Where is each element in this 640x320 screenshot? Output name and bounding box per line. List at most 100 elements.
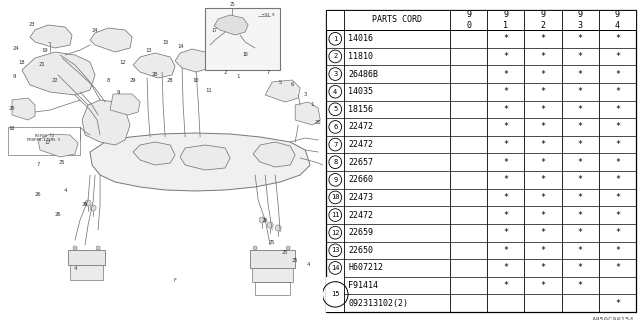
Text: *: * — [503, 87, 508, 96]
Text: 18: 18 — [243, 52, 248, 58]
Text: 1: 1 — [310, 102, 314, 108]
Polygon shape — [90, 133, 310, 191]
Text: *: * — [503, 52, 508, 61]
Polygon shape — [68, 250, 105, 265]
Text: *: * — [578, 211, 582, 220]
Text: 21: 21 — [39, 62, 45, 68]
Text: *: * — [540, 175, 545, 184]
Polygon shape — [90, 28, 132, 52]
Text: 7: 7 — [36, 163, 40, 167]
Text: 22472: 22472 — [348, 140, 373, 149]
Text: 9: 9 — [116, 90, 120, 94]
Text: 9
4: 9 4 — [615, 10, 620, 30]
Text: 17: 17 — [45, 140, 51, 145]
Text: 16: 16 — [9, 125, 15, 131]
Text: *: * — [540, 87, 545, 96]
Text: 22650: 22650 — [348, 246, 373, 255]
Text: 9
3: 9 3 — [578, 10, 582, 30]
Text: 7: 7 — [333, 141, 337, 148]
Text: *: * — [578, 34, 582, 43]
Text: *: * — [503, 193, 508, 202]
Text: 26486B: 26486B — [348, 69, 378, 79]
Text: A050C00154: A050C00154 — [591, 317, 634, 320]
Polygon shape — [180, 145, 230, 170]
Text: 22657: 22657 — [348, 158, 373, 167]
Text: 25: 25 — [269, 239, 275, 244]
Text: REFER TO
PROPPR-ITEMS 5: REFER TO PROPPR-ITEMS 5 — [28, 134, 61, 142]
Polygon shape — [253, 142, 295, 167]
Text: *: * — [615, 158, 620, 167]
Text: *: * — [615, 211, 620, 220]
Text: 8: 8 — [106, 77, 109, 83]
Text: *: * — [578, 193, 582, 202]
Text: 22659: 22659 — [348, 228, 373, 237]
Text: *: * — [503, 263, 508, 272]
Circle shape — [267, 222, 273, 228]
Text: 26: 26 — [82, 203, 88, 207]
Text: *: * — [578, 158, 582, 167]
Text: *: * — [540, 281, 545, 290]
Bar — [8, 127, 80, 155]
Text: 8: 8 — [333, 159, 337, 165]
Text: 24: 24 — [13, 45, 19, 51]
Text: *: * — [503, 69, 508, 79]
Polygon shape — [70, 265, 103, 280]
Text: *: * — [578, 175, 582, 184]
Polygon shape — [133, 142, 175, 165]
Text: 4: 4 — [63, 188, 67, 193]
Polygon shape — [38, 134, 78, 157]
Circle shape — [253, 246, 257, 250]
Text: 5: 5 — [333, 106, 337, 112]
Bar — [205, 8, 280, 70]
Polygon shape — [30, 25, 72, 48]
Text: 20: 20 — [315, 119, 321, 124]
Text: 1: 1 — [237, 74, 240, 78]
Text: *: * — [540, 52, 545, 61]
Polygon shape — [252, 268, 293, 282]
Text: 26: 26 — [35, 193, 41, 197]
Text: 13: 13 — [145, 47, 151, 52]
Text: 11: 11 — [331, 212, 339, 218]
Text: *: * — [578, 263, 582, 272]
Text: 25: 25 — [59, 161, 65, 165]
Text: 22473: 22473 — [348, 193, 373, 202]
Text: 26: 26 — [262, 218, 268, 222]
Text: *: * — [615, 105, 620, 114]
Text: 18: 18 — [19, 60, 25, 66]
Text: *: * — [540, 105, 545, 114]
Text: *: * — [578, 246, 582, 255]
Text: *: * — [540, 263, 545, 272]
Polygon shape — [133, 53, 175, 78]
Text: *: * — [540, 158, 545, 167]
Text: F91414: F91414 — [348, 281, 378, 290]
Text: *: * — [615, 87, 620, 96]
Text: 28: 28 — [167, 77, 173, 83]
Text: 18156: 18156 — [348, 105, 373, 114]
Text: *: * — [503, 140, 508, 149]
Text: *: * — [615, 175, 620, 184]
Polygon shape — [250, 250, 295, 268]
Polygon shape — [214, 15, 248, 35]
Text: 26: 26 — [55, 212, 61, 218]
Circle shape — [275, 225, 281, 231]
Text: 14: 14 — [177, 44, 184, 49]
Text: 4: 4 — [74, 266, 77, 270]
Text: 11: 11 — [205, 87, 211, 92]
Text: 6: 6 — [291, 83, 294, 87]
Text: 2: 2 — [223, 69, 227, 75]
Text: 2: 2 — [333, 53, 337, 60]
Text: 22: 22 — [52, 77, 58, 83]
Text: *: * — [615, 193, 620, 202]
Bar — [326, 277, 344, 312]
Text: *: * — [615, 263, 620, 272]
Text: F: F — [173, 277, 177, 283]
Text: *: * — [503, 158, 508, 167]
Text: *: * — [615, 34, 620, 43]
Text: *: * — [503, 211, 508, 220]
Text: 20: 20 — [152, 73, 158, 77]
Text: 092313102(2): 092313102(2) — [348, 299, 408, 308]
Text: *: * — [503, 228, 508, 237]
Text: 10: 10 — [192, 77, 198, 83]
Polygon shape — [110, 94, 140, 115]
Text: *: * — [615, 123, 620, 132]
